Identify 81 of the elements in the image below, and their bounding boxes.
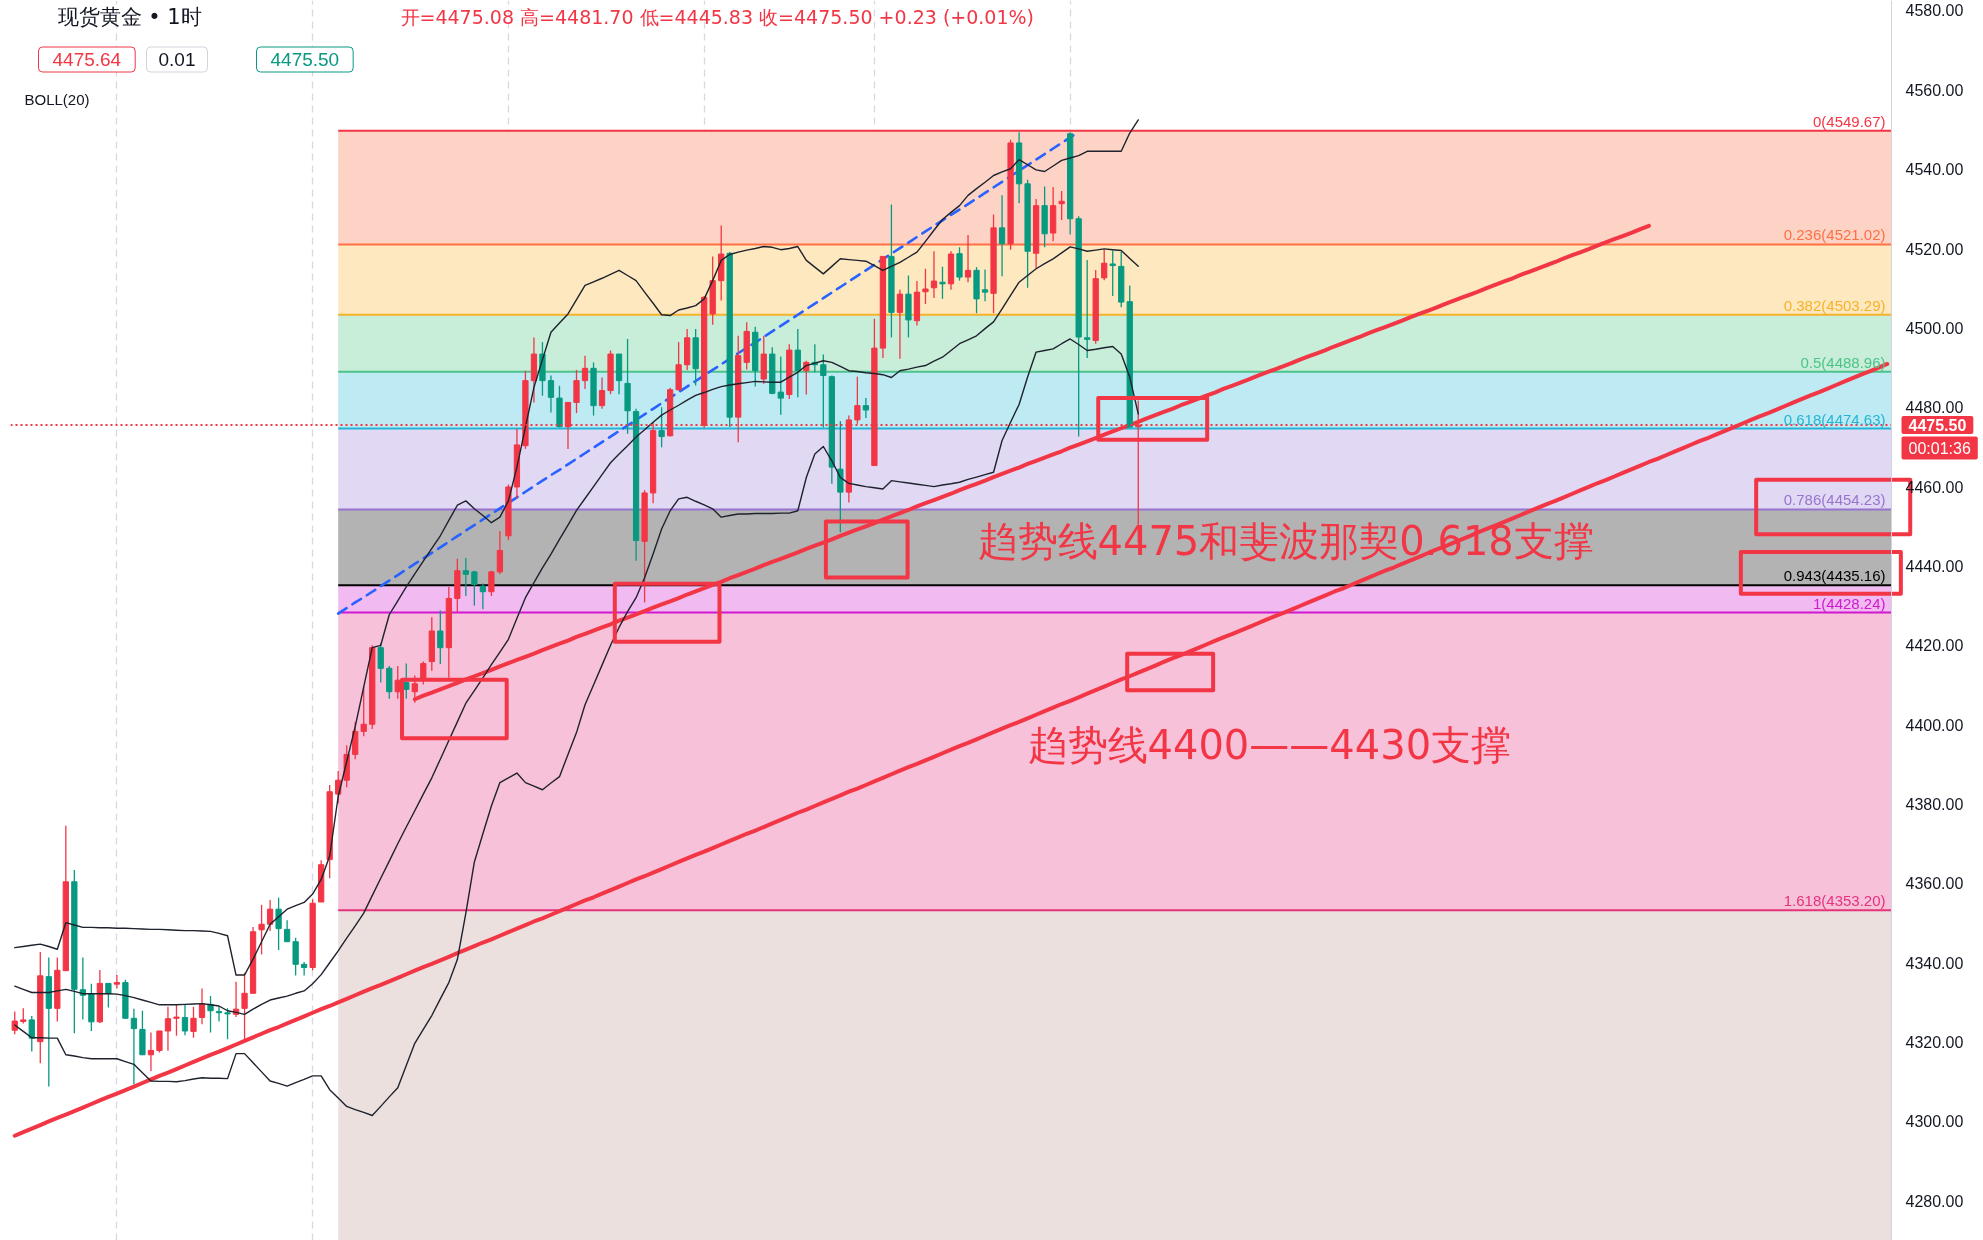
candlestick — [1101, 249, 1108, 281]
candlestick — [1109, 249, 1116, 297]
candlestick — [164, 1006, 172, 1052]
candlestick — [28, 1015, 35, 1053]
y-tick-label: 4340.00 — [1905, 954, 1964, 972]
candlestick — [224, 1007, 231, 1040]
candlestick — [181, 1004, 189, 1036]
y-tick-label: 4580.00 — [1905, 2, 1964, 20]
candlestick — [113, 974, 121, 990]
chart-subtitle: 开=4475.08 高=4481.70 低=4445.83 收=4475.50 +0.23 (+0.01%) — [400, 5, 1034, 28]
candlestick — [479, 582, 487, 610]
candlestick — [820, 353, 827, 429]
candlestick — [896, 289, 904, 360]
candlestick — [173, 1004, 180, 1037]
candlestick — [547, 374, 555, 414]
text: 00:01:36 — [1908, 439, 1971, 457]
candlestick — [292, 937, 299, 977]
candlestick — [275, 897, 282, 951]
annotation: BOLL(20) — [24, 91, 90, 108]
candlestick — [147, 1031, 155, 1072]
y-tick-label: 4300.00 — [1905, 1113, 1964, 1131]
ref-line-label: 1(4428.24) — [1812, 594, 1886, 612]
candlestick — [930, 250, 938, 299]
y-tick-label: 4420.00 — [1905, 637, 1964, 655]
annotation: 4475.64 — [52, 49, 122, 70]
candlestick — [956, 246, 963, 282]
candlestick — [386, 665, 393, 700]
y-tick-label: 4520.00 — [1905, 240, 1964, 258]
candlestick — [862, 397, 870, 419]
candlestick — [1058, 190, 1065, 221]
candlestick — [462, 557, 469, 597]
candlestick — [581, 354, 589, 390]
y-tick-label: 4360.00 — [1905, 875, 1964, 893]
candlestick — [794, 328, 801, 398]
ref-line-label: 0(4549.67) — [1812, 112, 1886, 130]
candlestick — [105, 982, 112, 1009]
candlestick — [215, 1005, 223, 1023]
y-tick-label: 4440.00 — [1905, 557, 1964, 575]
y-tick-label: 4500.00 — [1905, 319, 1964, 337]
y-tick-label: 4320.00 — [1905, 1034, 1964, 1052]
candlestick — [156, 1030, 163, 1054]
candlestick — [922, 268, 929, 305]
candlestick — [241, 972, 248, 1042]
ref-line-label: 0.236(4521.02) — [1783, 226, 1886, 244]
ref-line-label: 4475.50 — [1908, 417, 1967, 435]
candlestick — [998, 194, 1006, 277]
candlestick — [1084, 259, 1091, 359]
ref-line-label: 1.618(4353.20) — [1783, 892, 1886, 910]
y-tick-label: 4380.00 — [1905, 796, 1964, 814]
candlestick — [496, 530, 504, 575]
y-tick-label: 4280.00 — [1905, 1192, 1964, 1210]
ref-line-label: 0.382(4503.29) — [1783, 296, 1886, 314]
candlestick — [301, 961, 308, 977]
candlestick — [658, 406, 665, 448]
annotation: 趋势线4400——4430支撑 — [1027, 721, 1512, 768]
candlestick — [981, 268, 989, 302]
y-tick-label: 4540.00 — [1905, 161, 1964, 179]
candlestick — [130, 1008, 138, 1085]
candlestick — [598, 376, 606, 410]
candlestick — [837, 420, 844, 533]
candlestick — [283, 919, 291, 943]
y-tick-label: 4560.00 — [1905, 81, 1964, 99]
ref-line-label: 0.5(4488.96) — [1800, 353, 1886, 371]
annotation: 4475.50 — [270, 49, 340, 70]
candlestick — [403, 662, 410, 700]
candlestick — [190, 1006, 197, 1039]
annotation: 0.01 — [158, 49, 196, 70]
candlestick — [488, 570, 495, 597]
candlestick — [377, 642, 384, 684]
candlestick — [258, 904, 265, 956]
y-tick-label: 4480.00 — [1905, 399, 1964, 417]
ref-line-label: 0.786(4454.23) — [1783, 491, 1886, 509]
chart-title: 现货黄金 • 1时 — [57, 4, 202, 29]
candlestick — [939, 266, 946, 300]
candlestick — [471, 570, 478, 607]
ref-line-label: 0.618(4474.63) — [1783, 410, 1886, 428]
candlestick — [573, 369, 580, 414]
candlestick — [437, 609, 444, 665]
candlestick — [964, 234, 972, 283]
y-tick-label: 4400.00 — [1905, 716, 1964, 734]
ref-line-label: 0.943(4435.16) — [1783, 567, 1886, 585]
